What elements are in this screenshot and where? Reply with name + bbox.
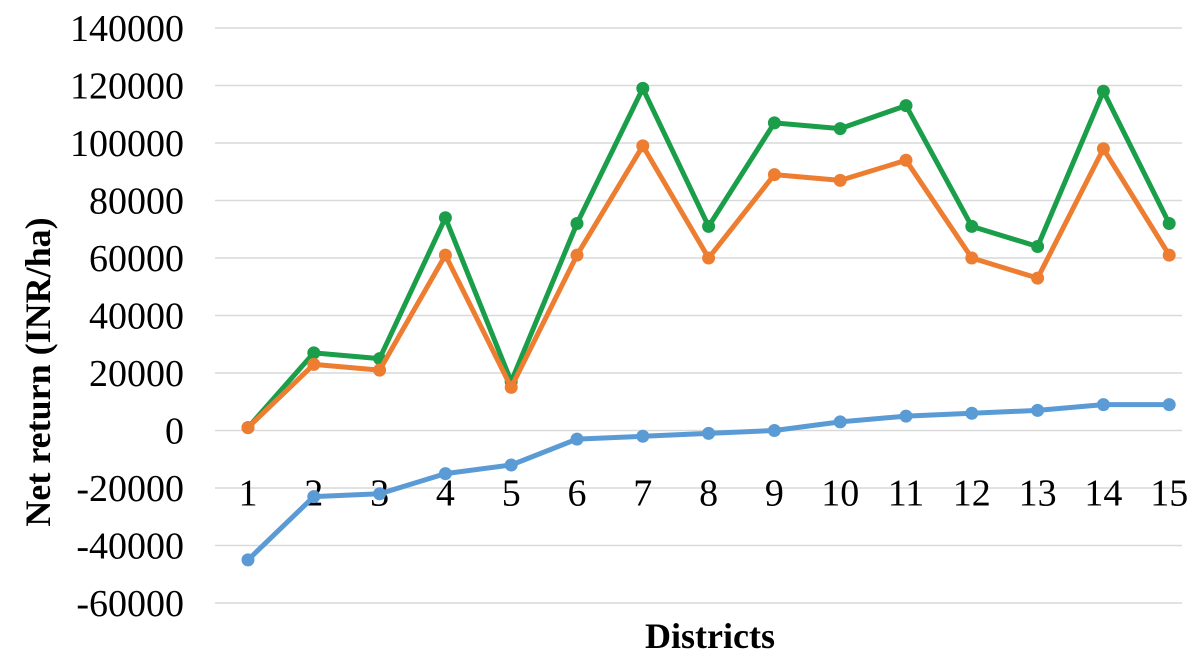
data-point	[1096, 84, 1110, 98]
y-axis-tick-labels: -60000 -40000 -20000 0 20000 40000 60000 80000 1…	[70, 8, 184, 625]
data-point	[307, 357, 321, 371]
data-point	[702, 251, 716, 265]
series-line	[245, 143, 1172, 431]
data-point	[1096, 142, 1110, 156]
x-tick-label: 6	[568, 473, 587, 515]
y-tick-label: 0	[165, 411, 184, 453]
x-tick-label: 13	[1019, 473, 1057, 515]
y-tick-label: -20000	[76, 468, 184, 510]
x-tick-label: 10	[821, 473, 859, 515]
data-point	[702, 426, 716, 440]
y-tick-label: 80000	[89, 181, 184, 223]
data-point	[570, 217, 584, 230]
data-point	[373, 487, 387, 501]
data-point	[767, 116, 781, 130]
data-point	[833, 415, 847, 429]
x-tick-label: 15	[1150, 473, 1188, 515]
x-tick-label: 9	[765, 473, 784, 515]
data-point	[307, 346, 321, 360]
data-point	[899, 409, 913, 423]
series-1	[241, 81, 1176, 435]
x-tick-label: 8	[699, 473, 718, 515]
data-point	[570, 248, 584, 262]
y-tick-label: 40000	[89, 296, 184, 338]
x-axis-title: Districts	[645, 616, 775, 656]
data-point	[1162, 398, 1176, 412]
data-point	[702, 219, 716, 233]
data-point	[504, 380, 518, 394]
data-point	[899, 153, 913, 167]
data-point	[636, 81, 650, 95]
data-point	[965, 406, 979, 420]
data-point	[438, 248, 452, 262]
x-tick-label: 12	[953, 473, 991, 515]
y-axis-title: Net return (INR/ha)	[18, 217, 58, 526]
series-lines	[241, 81, 1176, 567]
x-tick-label: 7	[633, 473, 652, 515]
y-tick-label: 20000	[89, 353, 184, 395]
data-point	[1096, 398, 1110, 412]
data-point	[636, 429, 650, 443]
y-tick-label: 120000	[70, 66, 184, 108]
data-point	[307, 490, 321, 504]
data-point	[1031, 240, 1045, 253]
data-point	[899, 99, 913, 113]
data-point	[965, 219, 979, 233]
y-tick-label: -60000	[76, 583, 184, 625]
data-point	[1162, 248, 1176, 262]
data-point	[241, 421, 255, 435]
series-3	[241, 398, 1176, 567]
y-tick-label: 60000	[89, 238, 184, 280]
y-tick-label: -40000	[76, 526, 184, 568]
data-point	[767, 168, 781, 182]
data-point	[373, 363, 387, 377]
x-tick-label: 14	[1084, 473, 1122, 515]
x-tick-label: 5	[502, 473, 521, 515]
x-tick-label: 1	[239, 473, 258, 515]
data-point	[636, 139, 650, 153]
x-tick-label: 4	[436, 473, 455, 515]
data-point	[1031, 403, 1045, 417]
data-point	[1162, 217, 1176, 230]
data-point	[241, 553, 255, 567]
data-point	[570, 432, 584, 446]
data-point	[438, 211, 452, 225]
data-point	[965, 251, 979, 265]
x-tick-label: 11	[888, 473, 925, 515]
data-point	[438, 467, 452, 481]
data-point	[833, 122, 847, 136]
data-point	[833, 173, 847, 187]
y-tick-label: 100000	[70, 123, 184, 165]
series-2	[241, 139, 1176, 435]
y-tick-label: 140000	[70, 8, 184, 50]
data-point	[767, 424, 781, 437]
data-point	[504, 458, 518, 472]
data-point	[1031, 271, 1045, 285]
grid-lines	[215, 27, 1182, 604]
